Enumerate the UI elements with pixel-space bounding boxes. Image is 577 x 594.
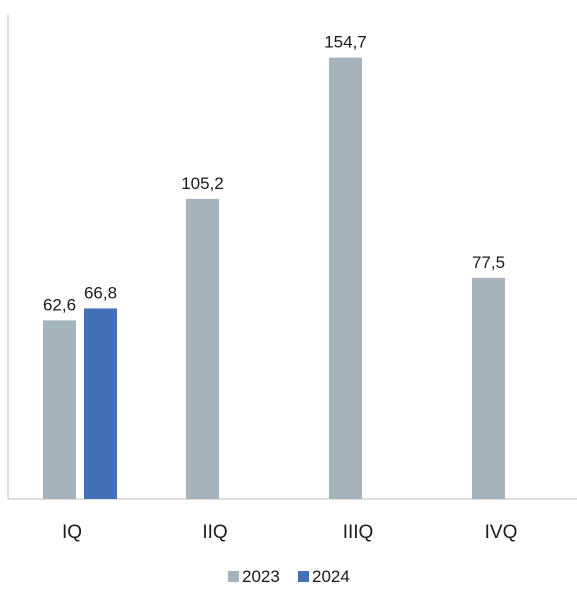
bar-2023-IIQ — [186, 198, 219, 499]
data-label-2023-IIIQ: 154,7 — [324, 33, 367, 52]
legend-swatch-2024 — [298, 571, 309, 582]
data-label-2023-IIQ: 105,2 — [181, 174, 224, 193]
legend: 2023 2024 — [228, 567, 350, 586]
legend-label-2023: 2023 — [242, 567, 280, 586]
category-label-IIQ: IIQ — [202, 522, 227, 543]
category-label-IQ: IQ — [62, 522, 82, 543]
data-label-2023-IVQ: 77,5 — [472, 253, 505, 272]
bar-2023-IIIQ — [329, 57, 362, 500]
legend-swatch-2023 — [228, 571, 239, 582]
bar-2023-IQ — [43, 320, 76, 499]
data-label-2023-IQ: 62,6 — [43, 295, 76, 314]
data-label-2024-IQ: 66,8 — [84, 283, 117, 302]
category-label-IVQ: IVQ — [485, 522, 518, 543]
legend-label-2024: 2024 — [312, 567, 350, 586]
category-labels-group: IQ IIQ IIIQ IVQ — [62, 522, 517, 543]
bar-2023-IVQ — [472, 277, 505, 499]
category-label-IIIQ: IIIQ — [343, 522, 374, 543]
bar-labels-group: 62,6 66,8 105,2 154,7 77,5 — [43, 33, 505, 315]
bars-group — [43, 57, 505, 500]
bar-2024-IQ — [84, 308, 117, 499]
